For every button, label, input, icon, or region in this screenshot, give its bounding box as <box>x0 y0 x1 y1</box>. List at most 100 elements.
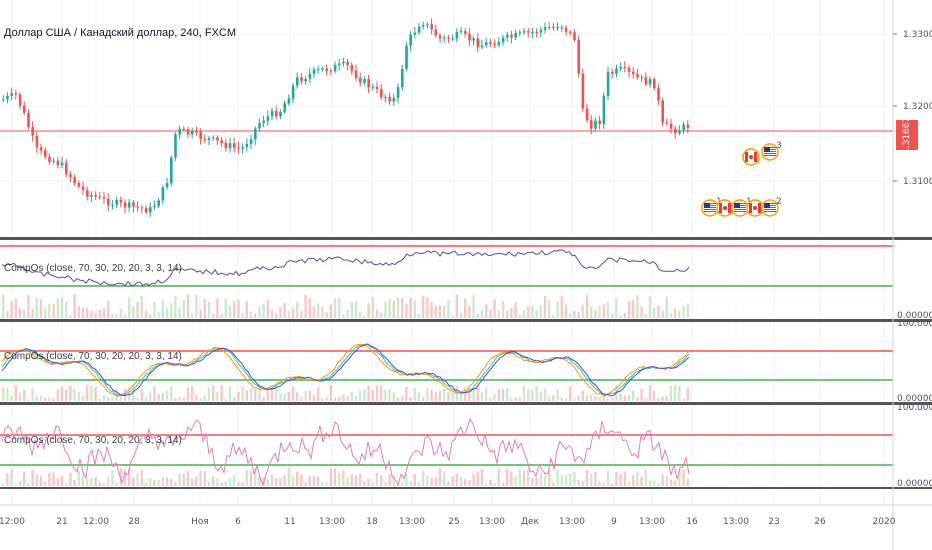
pane-separator[interactable] <box>0 402 932 405</box>
candle-body <box>229 143 232 148</box>
histogram-bar <box>401 396 403 401</box>
histogram-bar <box>523 310 525 318</box>
histogram-bar <box>258 307 260 318</box>
histogram-bar <box>65 301 67 318</box>
histogram-bar <box>86 308 88 318</box>
indicator-label[interactable]: CompOs (close, 70, 30, 20, 20, 3, 3, 14) <box>4 263 182 274</box>
histogram-bar <box>426 388 428 401</box>
histogram-bar <box>565 475 567 486</box>
histogram-bar <box>435 306 437 318</box>
histogram-bar <box>153 480 155 486</box>
price-axis-label: 1.31000 <box>903 177 932 187</box>
histogram-bar <box>430 302 432 318</box>
histogram-bar <box>674 481 676 486</box>
candle-body <box>363 79 366 82</box>
histogram-bar <box>422 471 424 486</box>
histogram-bar <box>523 385 525 401</box>
histogram-bar <box>624 471 626 486</box>
canada-flag-icon[interactable] <box>747 200 763 216</box>
histogram-bar <box>237 482 239 486</box>
candle-body <box>514 33 517 38</box>
canada-flag-icon[interactable] <box>743 149 759 165</box>
histogram-bar <box>292 308 294 318</box>
histogram-bar <box>640 389 642 401</box>
histogram-bar <box>443 389 445 401</box>
histogram-bar <box>682 305 684 318</box>
histogram-bar <box>535 386 537 401</box>
histogram-bar <box>208 301 210 318</box>
histogram-bar <box>31 388 33 401</box>
histogram-bar <box>603 483 605 486</box>
pane-separator[interactable] <box>0 319 932 322</box>
candle-body <box>187 129 190 134</box>
candle-body <box>136 207 139 208</box>
pane-separator[interactable] <box>0 487 932 489</box>
histogram-bar <box>250 471 252 486</box>
candle-body <box>107 199 110 206</box>
histogram-bar <box>31 309 33 318</box>
histogram-bar <box>321 482 323 486</box>
histogram-bar <box>288 468 290 486</box>
histogram-bar <box>65 390 67 401</box>
symbol-title[interactable]: Доллар США / Канадский доллар, 240, FXCM <box>4 27 236 39</box>
histogram-bar <box>166 477 168 486</box>
histogram-bar <box>552 315 554 318</box>
indicator-label[interactable]: CompOs (close, 70, 30, 20, 20, 3, 3, 14) <box>4 351 182 362</box>
candle-body <box>477 39 480 48</box>
candle-body <box>380 89 383 97</box>
histogram-bar <box>451 476 453 486</box>
canada-flag-icon[interactable] <box>717 200 733 216</box>
histogram-bar <box>577 480 579 486</box>
histogram-bar <box>31 469 33 486</box>
candle-body <box>426 24 429 25</box>
candle-body <box>27 113 30 127</box>
histogram-bar <box>23 390 25 401</box>
histogram-bar <box>384 482 386 486</box>
histogram-bar <box>661 474 663 486</box>
histogram-bar <box>258 388 260 401</box>
candle-body <box>666 122 669 123</box>
histogram-bar <box>334 298 336 318</box>
histogram-bar <box>44 398 46 401</box>
histogram-bar <box>233 397 235 401</box>
histogram-bar <box>405 304 407 318</box>
candle-body <box>61 163 64 166</box>
histogram-bar <box>321 307 323 318</box>
histogram-bar <box>317 476 319 486</box>
histogram-bar <box>313 307 315 318</box>
candle-body <box>615 68 618 73</box>
candle-body <box>624 67 627 68</box>
histogram-bar <box>40 476 42 486</box>
candle-body <box>439 36 442 39</box>
histogram-bar <box>514 397 516 401</box>
histogram-bar <box>565 305 567 318</box>
pane-separator[interactable] <box>0 237 932 240</box>
histogram-bar <box>225 482 227 486</box>
candle-body <box>220 140 223 142</box>
histogram-bar <box>61 476 63 486</box>
candle-body <box>191 131 194 134</box>
histogram-bar <box>582 481 584 486</box>
histogram-bar <box>57 298 59 318</box>
histogram-bar <box>653 481 655 486</box>
histogram-bar <box>657 483 659 486</box>
indicator-label[interactable]: CompOs (close, 70, 30, 20, 20, 3, 3, 14) <box>4 435 182 446</box>
histogram-bar <box>514 476 516 486</box>
histogram-bar <box>624 313 626 318</box>
candle-body <box>409 35 412 46</box>
histogram-bar <box>586 470 588 486</box>
candle-body <box>120 200 123 203</box>
histogram-bar <box>296 472 298 486</box>
candle-body <box>275 111 278 116</box>
histogram-bar <box>19 393 21 401</box>
histogram-bar <box>351 302 353 318</box>
candle-body <box>166 183 169 187</box>
histogram-bar <box>36 298 38 318</box>
histogram-bar <box>288 392 290 401</box>
histogram-bar <box>342 470 344 486</box>
candle-body <box>241 147 244 149</box>
candle-body <box>325 68 328 70</box>
candle-body <box>174 134 177 157</box>
histogram-bar <box>250 388 252 401</box>
